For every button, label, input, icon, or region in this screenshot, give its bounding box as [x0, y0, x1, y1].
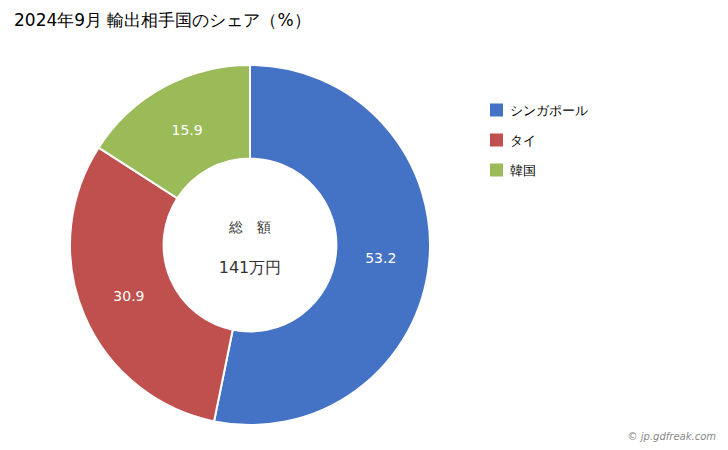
center-label: 総 額: [228, 219, 271, 235]
legend-swatch: [490, 164, 503, 177]
legend-item: タイ: [490, 133, 536, 148]
legend-label: タイ: [510, 133, 536, 148]
legend-item: シンガポール: [490, 103, 588, 118]
legend-label: シンガポール: [510, 103, 588, 118]
slice: [70, 148, 233, 422]
legend-item: 韓国: [490, 163, 536, 178]
data-label: 15.9: [171, 122, 202, 138]
pie: [70, 65, 430, 425]
watermark: © jp.gdfreak.com: [628, 431, 717, 442]
chart: 2024年9月 輸出相手国のシェア（%） 53.2 30.9 15.9 総 額 141万円…: [0, 0, 728, 450]
data-label: 53.2: [365, 250, 396, 266]
title: 2024年9月 輸出相手国のシェア（%）: [14, 10, 311, 30]
data-labels: 53.2 30.9 15.9: [113, 122, 396, 304]
legend-swatch: [490, 104, 503, 117]
data-label: 30.9: [113, 288, 144, 304]
legend-swatch: [490, 134, 503, 147]
legend: シンガポールタイ韓国: [490, 103, 588, 178]
center-label: 141万円: [219, 258, 282, 277]
legend-label: 韓国: [510, 163, 536, 178]
slice: [99, 65, 250, 198]
